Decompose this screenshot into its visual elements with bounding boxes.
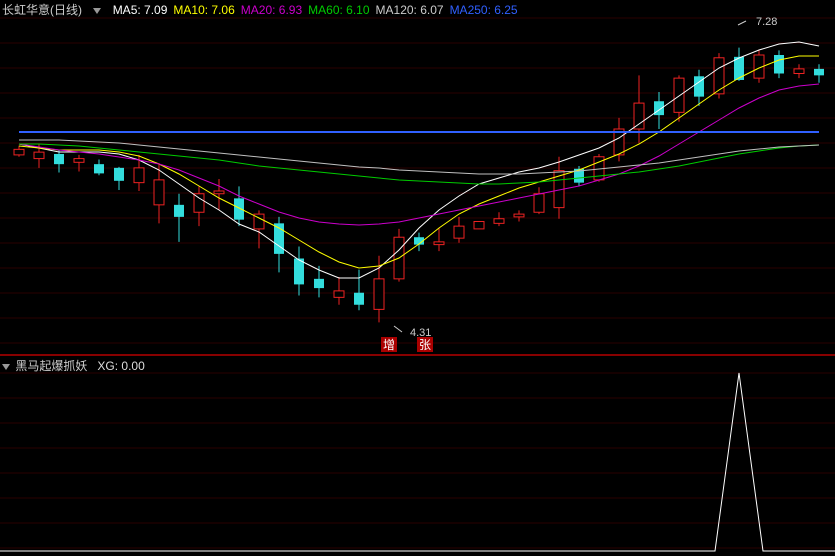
indicator-name: 黑马起爆抓妖 — [15, 359, 87, 373]
svg-text:增: 增 — [383, 338, 395, 352]
chevron-down-icon[interactable] — [2, 364, 10, 370]
indicator-value: 0.00 — [121, 359, 144, 373]
svg-text:张: 张 — [419, 338, 431, 352]
ma-legend-item: MA5: 7.09 — [113, 3, 168, 17]
ma-legend-item: MA10: 7.06 — [173, 3, 234, 17]
main-panel[interactable]: 7.284.31增张 长虹华意(日线) MA5: 7.09MA10: 7.06M… — [0, 0, 835, 355]
sub-canvas — [0, 355, 835, 556]
ma-legend-item: MA120: 6.07 — [376, 3, 444, 17]
main-header: 长虹华意(日线) MA5: 7.09 MA10: 7.06 MA20: 6.93 MA… — [2, 1, 532, 18]
svg-text:7.28: 7.28 — [756, 16, 777, 28]
ma-legend-item: MA60: 6.10 — [308, 3, 369, 17]
chevron-down-icon[interactable] — [93, 8, 101, 14]
chart-root: 7.284.31增张 长虹华意(日线) MA5: 7.09MA10: 7.06M… — [0, 0, 835, 556]
indicator-label: XG: — [97, 359, 118, 373]
main-canvas: 7.284.31增张 — [0, 0, 835, 355]
sub-header: 黑马起爆抓妖 XG: 0.00 — [2, 357, 145, 374]
ma-legend-item: MA20: 6.93 — [241, 3, 302, 17]
ma-legend-item: MA250: 6.25 — [450, 3, 518, 17]
sub-panel[interactable]: 黑马起爆抓妖 XG: 0.00 — [0, 355, 835, 556]
stock-title: 长虹华意(日线) — [2, 3, 82, 17]
